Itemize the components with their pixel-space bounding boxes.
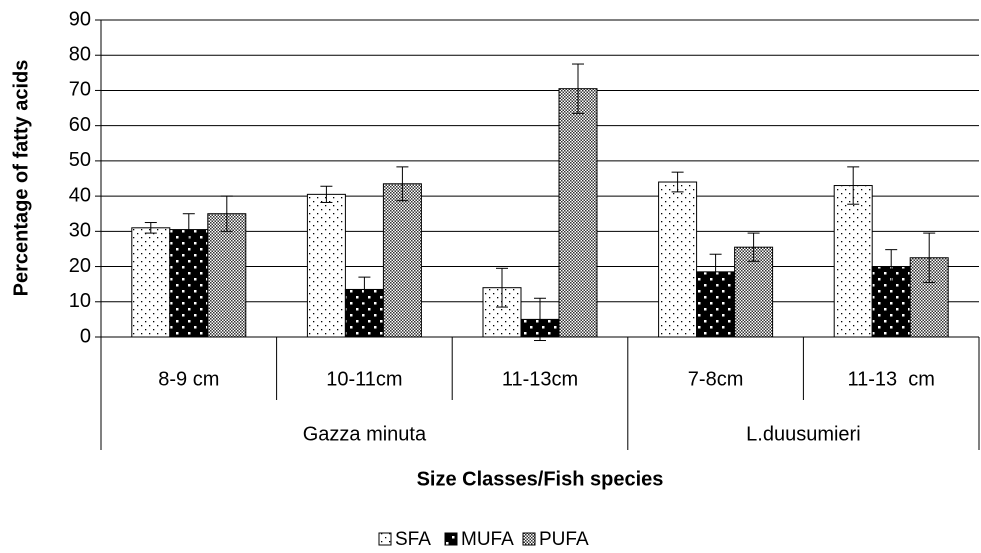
bar: [833, 185, 873, 338]
legend-swatch: [444, 532, 458, 546]
y-tick-label: 50: [69, 149, 91, 171]
legend-swatch: [522, 532, 536, 546]
bar: [382, 183, 422, 338]
y-tick-label: 10: [69, 290, 91, 312]
error-bar: [358, 276, 371, 303]
error-bar: [671, 171, 684, 193]
error-bar: [847, 166, 860, 205]
y-tick-label: 80: [69, 44, 91, 66]
bar: [558, 88, 598, 338]
bar: [734, 246, 774, 338]
group-label: L.duusumieri: [746, 423, 861, 445]
x-tick-label: 11-13 cm: [847, 368, 934, 390]
x-tick-label: 7-8cm: [688, 368, 744, 390]
y-tick-label: 90: [69, 8, 91, 30]
bar: [306, 193, 346, 338]
error-bar: [220, 195, 233, 232]
bar: [207, 213, 247, 338]
error-bar: [709, 253, 722, 290]
group-label: Gazza minuta: [303, 423, 427, 445]
x-axis-title: Size Classes/Fish species: [417, 468, 664, 490]
error-bar: [747, 232, 760, 262]
error-bar: [572, 63, 584, 114]
y-tick-label: 40: [69, 184, 91, 206]
error-bar: [534, 297, 546, 342]
error-bar: [885, 249, 898, 284]
y-tick-label: 0: [80, 325, 91, 347]
error-bar: [396, 166, 409, 202]
error-bar: [320, 185, 333, 203]
bar: [658, 181, 698, 338]
x-tick-label: 10-11cm: [326, 368, 402, 390]
y-tick-label: 30: [69, 220, 91, 242]
legend-label: SFA: [395, 529, 431, 550]
y-tick-label: 70: [69, 79, 91, 101]
legend-label: PUFA: [539, 529, 589, 550]
error-bar: [496, 267, 508, 308]
y-axis-title: Percentage of fatty acids: [10, 60, 32, 297]
error-bar: [182, 213, 195, 246]
error-bar: [144, 222, 157, 234]
x-tick-label: 11-13cm: [502, 368, 578, 390]
bar: [131, 227, 171, 338]
error-bar: [923, 232, 936, 283]
y-tick-label: 20: [69, 255, 91, 277]
x-tick-label: 8-9 cm: [158, 368, 219, 390]
y-tick-label: 60: [69, 114, 91, 136]
legend-swatch: [378, 532, 392, 546]
legend-label: MUFA: [461, 529, 514, 550]
bar: [169, 229, 209, 338]
